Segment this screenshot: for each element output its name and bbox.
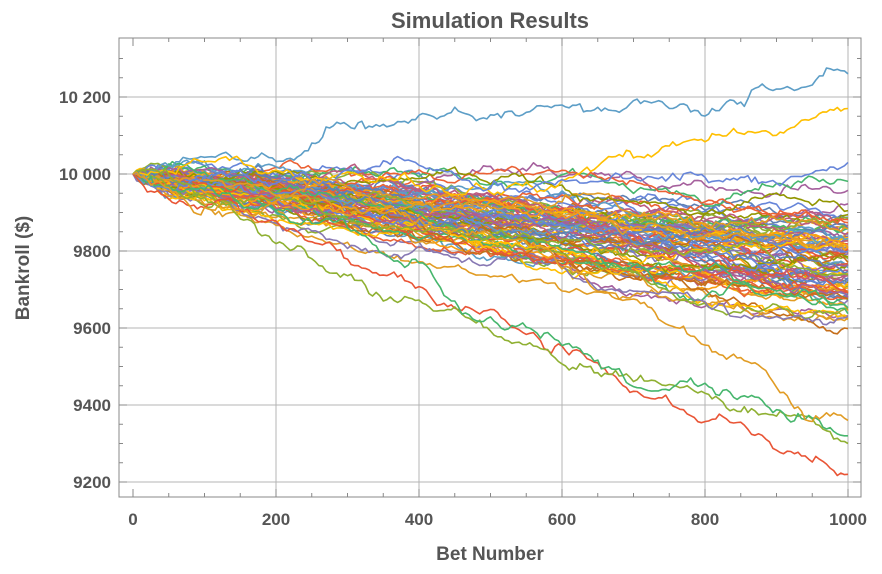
y-axis-title: Bankroll ($) <box>13 216 34 321</box>
x-tick-label-400: 400 <box>405 510 433 529</box>
series-line-87 <box>132 171 849 251</box>
x-tick-label-0: 0 <box>128 510 137 529</box>
y-tick-label-9200: 9200 <box>73 473 111 492</box>
series-line-79 <box>132 172 849 326</box>
y-tick-label-9800: 9800 <box>73 242 111 261</box>
series-line-84 <box>132 166 849 216</box>
series-line-95 <box>132 155 849 194</box>
x-tick-label-800: 800 <box>691 510 719 529</box>
series-line-85 <box>132 173 849 294</box>
ticks-layer: 0 200 400 600 800 1000 9200 9400 9600 9800 10 000 1… <box>59 38 867 529</box>
y-tick-label-10200: 10 200 <box>59 88 111 107</box>
x-tick-label-200: 200 <box>262 510 290 529</box>
series-line-98 <box>132 170 848 437</box>
series-line-6 <box>133 173 849 301</box>
series-line-81 <box>132 173 849 246</box>
y-tick-label-9400: 9400 <box>73 396 111 415</box>
x-axis-title: Bet Number <box>436 544 544 565</box>
series-line-93 <box>132 67 849 185</box>
series-line-99 <box>132 171 849 423</box>
series-line-88 <box>132 168 849 282</box>
y-tick-label-9600: 9600 <box>73 319 111 338</box>
chart-title: Simulation Results <box>391 8 589 33</box>
series-line-94 <box>132 106 849 196</box>
series-line-80 <box>132 170 849 266</box>
series-layer <box>132 67 849 477</box>
series-line-62 <box>132 169 849 235</box>
y-tick-label-10000: 10 000 <box>59 165 111 184</box>
series-line-91 <box>132 172 849 248</box>
series-line-97 <box>132 167 849 445</box>
series-line-89 <box>132 160 849 315</box>
series-line-31 <box>132 173 849 321</box>
x-tick-label-1000: 1000 <box>829 510 867 529</box>
x-tick-label-600: 600 <box>548 510 576 529</box>
